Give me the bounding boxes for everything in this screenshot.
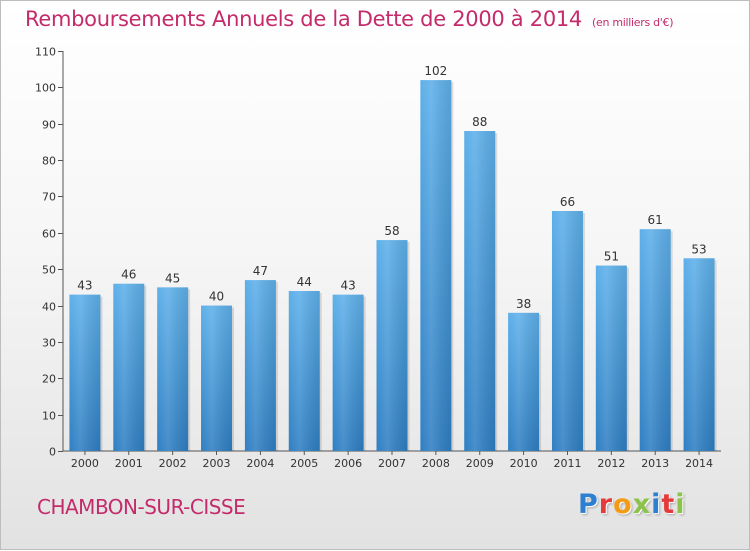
data-label: 47 xyxy=(253,264,268,278)
x-tick-label: 2005 xyxy=(290,457,318,470)
data-label: 43 xyxy=(340,279,355,293)
y-tick-label: 20 xyxy=(42,373,56,386)
data-label: 88 xyxy=(472,115,487,129)
data-label: 44 xyxy=(297,275,312,289)
bars xyxy=(69,80,717,451)
bar-shine xyxy=(464,131,496,451)
x-tick-label: 2012 xyxy=(597,457,625,470)
logo-letter: o xyxy=(613,489,633,520)
x-tick-label: 2006 xyxy=(334,457,362,470)
x-tick-label: 2010 xyxy=(510,457,538,470)
bar-shine xyxy=(69,294,101,451)
data-label: 46 xyxy=(121,268,136,282)
x-tick-label: 2000 xyxy=(71,457,99,470)
data-label: 66 xyxy=(560,195,575,209)
bar xyxy=(332,294,366,451)
chart-title-text: Remboursements Annuels de la Dette de 20… xyxy=(25,7,582,31)
data-label: 45 xyxy=(165,271,180,285)
data-label: 51 xyxy=(604,250,619,264)
y-tick-label: 70 xyxy=(42,191,56,204)
logo-letter: t xyxy=(661,489,676,520)
x-tick-label: 2013 xyxy=(641,457,669,470)
chart-unit: (en milliers d'€) xyxy=(592,16,674,29)
logo-letter: P xyxy=(578,489,599,520)
bar xyxy=(157,287,191,451)
bar xyxy=(288,291,322,451)
bar-shine xyxy=(288,291,320,451)
bar-shine xyxy=(157,287,189,451)
bar xyxy=(113,283,147,451)
data-label: 58 xyxy=(384,224,399,238)
bar-shine xyxy=(595,265,627,451)
bar-shine xyxy=(244,280,276,451)
data-label: 53 xyxy=(691,242,706,256)
x-tick-label: 2001 xyxy=(115,457,143,470)
data-label: 43 xyxy=(77,279,92,293)
y-tick-label: 10 xyxy=(42,410,56,423)
y-tick-label: 40 xyxy=(42,301,56,314)
x-tick-label: 2002 xyxy=(159,457,187,470)
bar xyxy=(420,80,454,451)
bar-shine xyxy=(639,229,671,451)
bar-shine xyxy=(420,80,452,451)
chart-title: Remboursements Annuels de la Dette de 20… xyxy=(25,7,673,31)
bar xyxy=(639,229,673,451)
y-tick-label: 80 xyxy=(42,155,56,168)
x-tick-label: 2014 xyxy=(685,457,713,470)
data-label: 61 xyxy=(648,213,663,227)
logo-letter: i xyxy=(675,489,686,520)
logo-letter: r xyxy=(598,489,614,520)
bar xyxy=(551,211,585,451)
x-tick-label: 2009 xyxy=(466,457,494,470)
x-tick-label: 2011 xyxy=(553,457,581,470)
logo-letter: x xyxy=(632,489,652,520)
data-label: 40 xyxy=(209,290,224,304)
y-tick-label: 30 xyxy=(42,337,56,350)
bar-shine xyxy=(376,240,408,451)
x-tick-label: 2008 xyxy=(422,457,450,470)
bar-shine xyxy=(508,312,540,451)
y-tick-label: 0 xyxy=(49,446,56,459)
data-label: 38 xyxy=(516,297,531,311)
bar xyxy=(201,305,235,451)
bar-shine xyxy=(201,305,233,451)
proxiti-logo: Proxiti xyxy=(578,489,686,520)
y-tick-label: 60 xyxy=(42,228,56,241)
x-tick-label: 2004 xyxy=(246,457,274,470)
y-tick-label: 110 xyxy=(35,46,56,59)
y-tick-label: 90 xyxy=(42,119,56,132)
bar xyxy=(244,280,278,451)
data-label: 102 xyxy=(424,64,447,78)
bar-shine xyxy=(113,283,145,451)
x-tick-label: 2007 xyxy=(378,457,406,470)
bar xyxy=(376,240,410,451)
bar xyxy=(464,131,498,451)
x-tick-label: 2003 xyxy=(203,457,231,470)
bar-shine xyxy=(551,211,583,451)
logo-letter: i xyxy=(651,489,662,520)
bar xyxy=(69,294,103,451)
bar xyxy=(683,258,717,451)
bar-shine xyxy=(683,258,715,451)
bar xyxy=(595,265,629,451)
city-name: CHAMBON-SUR-CISSE xyxy=(37,495,246,519)
y-tick-label: 100 xyxy=(35,82,56,95)
bar xyxy=(508,312,542,451)
y-tick-label: 50 xyxy=(42,264,56,277)
labels: 2000 43 2001 46 2002 45 2003 40 2004 47 2005 44 2006… xyxy=(71,64,713,470)
bar-shine xyxy=(332,294,364,451)
